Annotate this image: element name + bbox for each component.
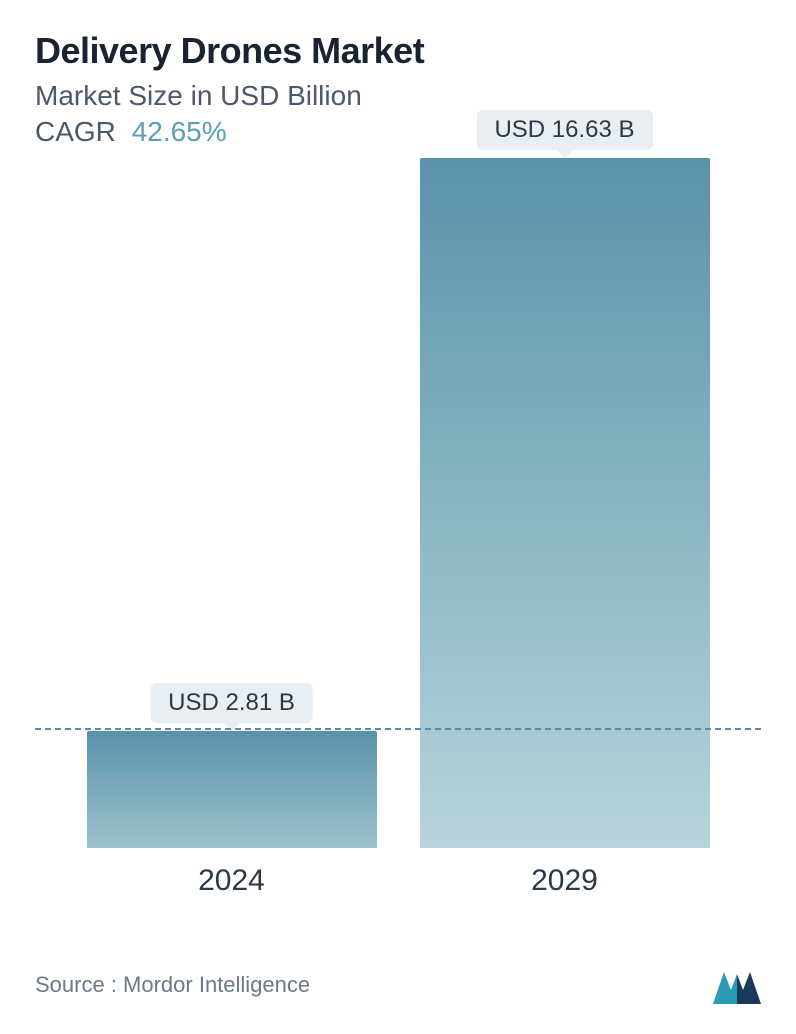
source-text: Source : Mordor Intelligence — [35, 972, 310, 998]
value-label-2024: USD 2.81 B — [150, 683, 313, 723]
footer: Source : Mordor Intelligence — [35, 966, 761, 1004]
x-axis-labels: 2024 2029 — [35, 864, 761, 898]
mordor-logo-icon — [713, 966, 761, 1004]
bar-2029: USD 16.63 B — [420, 158, 710, 848]
chart-area: USD 2.81 B USD 16.63 B 2024 2029 — [35, 158, 761, 898]
reference-line — [35, 728, 761, 730]
x-label-2024: 2024 — [87, 864, 377, 898]
bars-container: USD 2.81 B USD 16.63 B — [35, 158, 761, 848]
cagr-value: 42.65% — [132, 116, 227, 147]
chart-title: Delivery Drones Market — [35, 30, 761, 72]
value-label-2029: USD 16.63 B — [476, 110, 652, 150]
bar-2024: USD 2.81 B — [87, 731, 377, 848]
bar-wrapper-2024: USD 2.81 B — [87, 731, 377, 848]
cagr-label: CAGR — [35, 116, 116, 147]
chart-subtitle: Market Size in USD Billion — [35, 80, 761, 112]
x-label-2029: 2029 — [420, 864, 710, 898]
bar-wrapper-2029: USD 16.63 B — [420, 158, 710, 848]
